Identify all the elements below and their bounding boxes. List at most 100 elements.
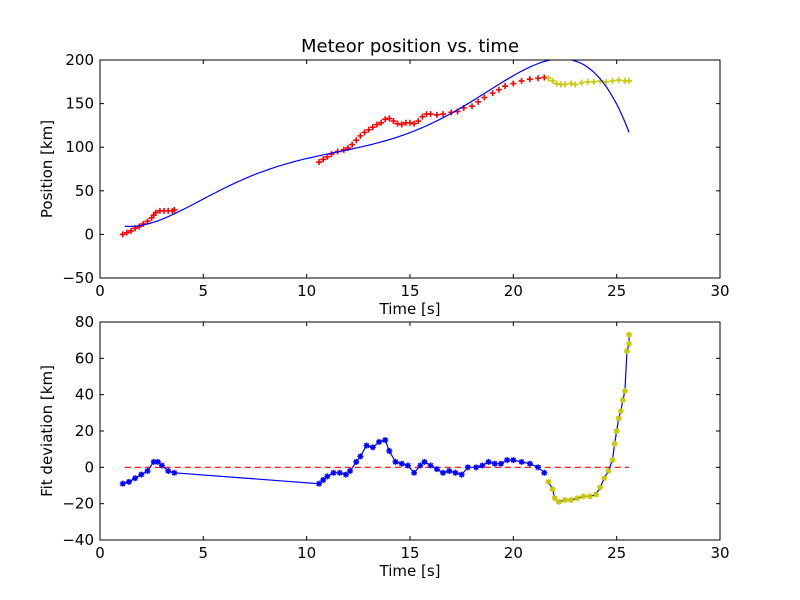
position-data-point xyxy=(469,103,475,110)
position-data-point xyxy=(382,116,389,123)
position-x-tick-label: 15 xyxy=(400,282,419,300)
deviation-data-point xyxy=(347,467,354,474)
position-data-point xyxy=(378,119,385,126)
deviation-data-point xyxy=(621,388,628,395)
deviation-data-point xyxy=(330,469,337,476)
position-data-point xyxy=(316,159,323,166)
position-data-point xyxy=(572,81,579,88)
deviation-data-point xyxy=(611,440,618,447)
deviation-data-point xyxy=(626,331,633,338)
deviation-data-point xyxy=(144,467,151,474)
deviation-data-point xyxy=(132,475,139,482)
deviation-data-point xyxy=(446,467,453,474)
position-data-point xyxy=(361,129,368,136)
deviation-data-point xyxy=(336,469,343,476)
position-fit-line xyxy=(124,60,630,227)
position-data-point xyxy=(481,94,488,101)
position-data-point xyxy=(510,80,517,87)
position-data-point xyxy=(398,121,405,128)
deviation-data-point xyxy=(549,486,556,493)
position-data-point xyxy=(609,77,616,84)
deviation-data-point xyxy=(464,464,471,471)
position-data-point xyxy=(440,111,447,118)
deviation-data-point xyxy=(138,471,145,478)
position-data-point xyxy=(128,227,134,234)
deviation-data-point xyxy=(473,464,480,471)
deviation-data-point xyxy=(427,462,434,469)
deviation-data-point xyxy=(154,458,161,465)
position-data-point xyxy=(626,77,633,84)
position-y-tick-label: 50 xyxy=(75,182,94,200)
deviation-data-point xyxy=(617,408,624,415)
deviation-y-tick-label: 0 xyxy=(84,458,94,476)
position-data-point xyxy=(545,75,552,82)
position-x-tick-label: 0 xyxy=(95,282,105,300)
position-data-point xyxy=(386,115,393,122)
deviation-y-tick-label: 40 xyxy=(75,386,94,404)
position-data-point xyxy=(119,231,126,238)
position-data-point xyxy=(411,120,418,127)
position-y-tick-label: −50 xyxy=(62,269,94,287)
position-data-point xyxy=(535,75,542,82)
deviation-data-point xyxy=(386,447,393,454)
position-chart-title: Meteor position vs. time xyxy=(301,36,519,57)
deviation-data-point xyxy=(369,444,376,451)
position-data-point xyxy=(419,113,426,120)
deviation-data-point xyxy=(479,462,486,469)
position-data-point xyxy=(123,229,130,236)
deviation-data-point xyxy=(518,458,525,465)
deviation-y-tick-label: 60 xyxy=(75,349,94,367)
position-data-point xyxy=(390,118,397,125)
deviation-x-tick-label: 0 xyxy=(95,544,105,562)
deviation-x-tick-label: 15 xyxy=(400,544,419,562)
position-y-tick-label: 100 xyxy=(65,138,94,156)
position-data-point xyxy=(518,77,525,84)
position-data-point xyxy=(590,78,597,85)
position-data-point xyxy=(407,119,413,126)
position-data-point xyxy=(489,90,496,97)
deviation-y-tick-label: −40 xyxy=(62,531,94,549)
deviation-data-point xyxy=(452,469,459,476)
position-data-point xyxy=(562,81,568,88)
deviation-data-point xyxy=(421,458,428,465)
deviation-data-point xyxy=(440,469,447,476)
deviation-data-point xyxy=(568,497,575,504)
deviation-data-point xyxy=(491,460,498,467)
position-data-point xyxy=(578,79,585,86)
deviation-data-point xyxy=(615,415,622,422)
deviation-data-point xyxy=(119,480,126,487)
deviation-data-point xyxy=(605,467,612,474)
deviation-data-point xyxy=(609,457,616,464)
position-y-tick-label: 150 xyxy=(65,95,94,113)
deviation-data-point xyxy=(171,469,178,476)
deviation-data-point xyxy=(504,457,511,464)
deviation-data-point xyxy=(458,471,465,478)
position-x-axis-label: Time [s] xyxy=(379,300,441,318)
position-y-tick-label: 0 xyxy=(84,225,94,243)
deviation-data-point xyxy=(316,480,323,487)
position-data-point xyxy=(475,98,482,105)
position-data-point xyxy=(502,83,509,90)
deviation-data-point xyxy=(497,460,504,467)
deviation-data-point xyxy=(324,473,331,480)
deviation-data-point xyxy=(624,348,630,355)
position-data-point xyxy=(541,74,548,81)
position-y-axis-label: Position [km] xyxy=(38,120,56,218)
position-data-point xyxy=(553,80,560,87)
deviation-data-point xyxy=(626,340,633,347)
position-data-point xyxy=(415,118,422,125)
position-data-point xyxy=(365,126,372,133)
position-x-tick-label: 10 xyxy=(297,282,316,300)
deviation-y-axis-label: Fit deviation [km] xyxy=(38,365,56,497)
position-chart: Meteor position vs. time 0 5 10 15 20 25 30 −50… xyxy=(38,36,730,318)
deviation-data-point xyxy=(586,493,593,500)
deviation-plot-area xyxy=(119,331,633,505)
deviation-y-tick-label: 20 xyxy=(75,422,94,440)
deviation-chart: 0 5 10 15 20 25 30 −40 −20 0 20 40 60 80 Time [s] Fit… xyxy=(38,313,730,580)
deviation-data-point xyxy=(382,437,389,444)
position-x-tick-label: 25 xyxy=(607,282,626,300)
deviation-data-point xyxy=(551,495,558,502)
deviation-x-tick-label: 25 xyxy=(607,544,626,562)
position-data-point xyxy=(144,218,151,225)
